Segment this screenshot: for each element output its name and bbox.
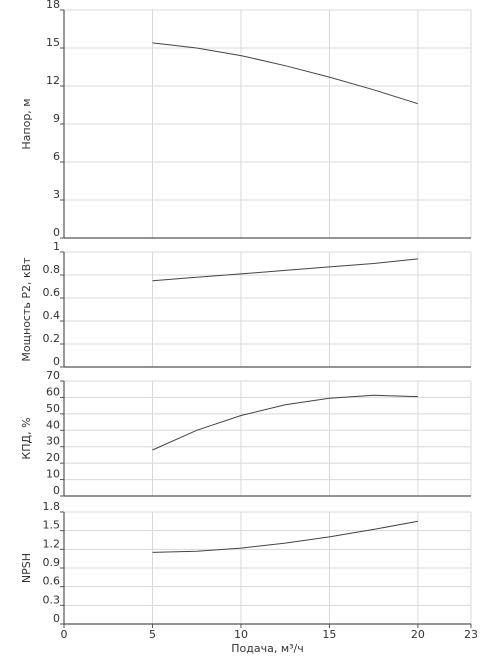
- y-tick-label: 0.4: [43, 309, 61, 322]
- y-tick-label: 9: [53, 112, 60, 125]
- y-axis-label: КПД, %: [20, 417, 33, 459]
- chart-panel-3: 0 10 20 30 40 50 60 70 КПД, %: [20, 369, 472, 497]
- series-line-3: [152, 394, 418, 451]
- y-tick-label: 0.6: [43, 286, 61, 299]
- y-tick-label: 0.3: [43, 593, 61, 606]
- chart-panel-2: 0 0.2 0.4 0.6 0.8 1 Мощность P2, кВт: [20, 240, 472, 368]
- chart-panel-4: 0 0.3 0.6 0.9 1.2 1.5 1.8 NPSH 0 5 10 15 20 23 Подача,…: [20, 500, 478, 655]
- x-tick-label: 5: [149, 628, 156, 641]
- x-tick-label: 23: [464, 628, 478, 641]
- y-axis-label: Напор, м: [20, 98, 33, 149]
- series-line-2: [152, 258, 418, 282]
- y-tick-label: 0: [53, 484, 60, 497]
- y-tick-label: 18: [46, 0, 60, 11]
- y-tick-label: 0: [53, 612, 60, 625]
- y-tick-label: 1: [53, 240, 60, 253]
- y-tick-label: 1.8: [43, 500, 61, 513]
- y-tick-label: 60: [46, 385, 60, 398]
- x-tick-label: 15: [322, 628, 336, 641]
- y-tick-label: 0.8: [43, 263, 61, 276]
- y-tick-label: 30: [46, 435, 60, 448]
- x-tick-label: 10: [234, 628, 248, 641]
- y-axis-label: NPSH: [20, 553, 33, 583]
- y-tick-label: 1.2: [43, 537, 61, 550]
- y-tick-label: 3: [53, 188, 60, 201]
- series-line-1: [152, 42, 419, 105]
- y-tick-label: 10: [46, 468, 60, 481]
- series-line-4: [152, 520, 418, 553]
- y-tick-label: 6: [53, 150, 60, 163]
- y-tick-label: 1.5: [43, 519, 61, 532]
- y-tick-label: 0.9: [43, 556, 61, 569]
- y-tick-label: 40: [46, 418, 60, 431]
- x-axis-label: Подача, м³/ч: [231, 642, 304, 655]
- chart-panel-1: 0 3 6 9 12 15 18 Напор, м: [20, 0, 472, 239]
- y-tick-label: 0: [53, 226, 60, 239]
- y-tick-label: 12: [46, 74, 60, 87]
- y-tick-label: 0.6: [43, 575, 61, 588]
- y-tick-label: 20: [46, 451, 60, 464]
- y-axis-label: Мощность P2, кВт: [20, 257, 33, 362]
- x-tick-label: 0: [61, 628, 68, 641]
- y-tick-label: 15: [46, 36, 60, 49]
- x-tick-label: 20: [411, 628, 425, 641]
- y-tick-label: 0.2: [43, 332, 61, 345]
- y-tick-label: 0: [53, 355, 60, 368]
- y-tick-label: 70: [46, 369, 60, 382]
- y-tick-label: 50: [46, 402, 60, 415]
